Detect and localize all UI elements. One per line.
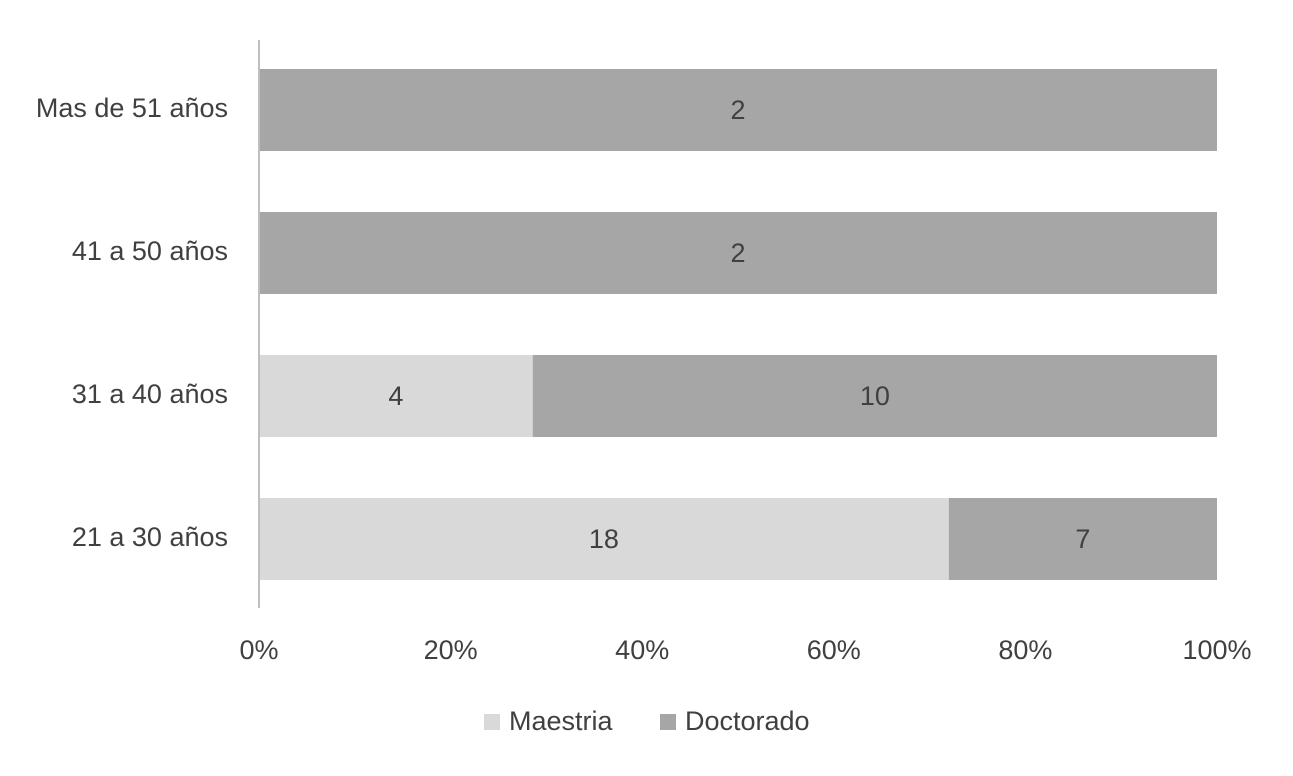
data-label: 2	[730, 95, 745, 125]
data-label: 4	[388, 381, 403, 411]
legend-label: Doctorado	[685, 706, 810, 736]
y-tick-label: 21 a 30 años	[72, 522, 228, 552]
x-tick-label: 20%	[424, 635, 478, 665]
bar-segment	[259, 498, 949, 580]
bar-segment	[532, 355, 1217, 437]
x-tick-label: 40%	[615, 635, 669, 665]
bar-segment	[259, 355, 533, 437]
data-label: 2	[730, 238, 745, 268]
y-tick-label: 41 a 50 años	[72, 236, 228, 266]
x-tick-label: 60%	[807, 635, 861, 665]
y-tick-label: Mas de 51 años	[36, 93, 228, 123]
data-label: 7	[1075, 524, 1090, 554]
data-label: 10	[860, 381, 890, 411]
bar-segment	[259, 69, 1217, 151]
legend-swatch	[484, 714, 500, 730]
x-tick-label: 100%	[1182, 635, 1251, 665]
x-tick-label: 80%	[998, 635, 1052, 665]
bar-segment	[948, 498, 1217, 580]
legend-label: Maestria	[509, 706, 614, 736]
data-label: 18	[589, 524, 619, 554]
x-tick-label: 0%	[239, 635, 278, 665]
bar-segment	[259, 212, 1217, 294]
y-tick-label: 31 a 40 años	[72, 379, 228, 409]
legend-swatch	[660, 714, 676, 730]
